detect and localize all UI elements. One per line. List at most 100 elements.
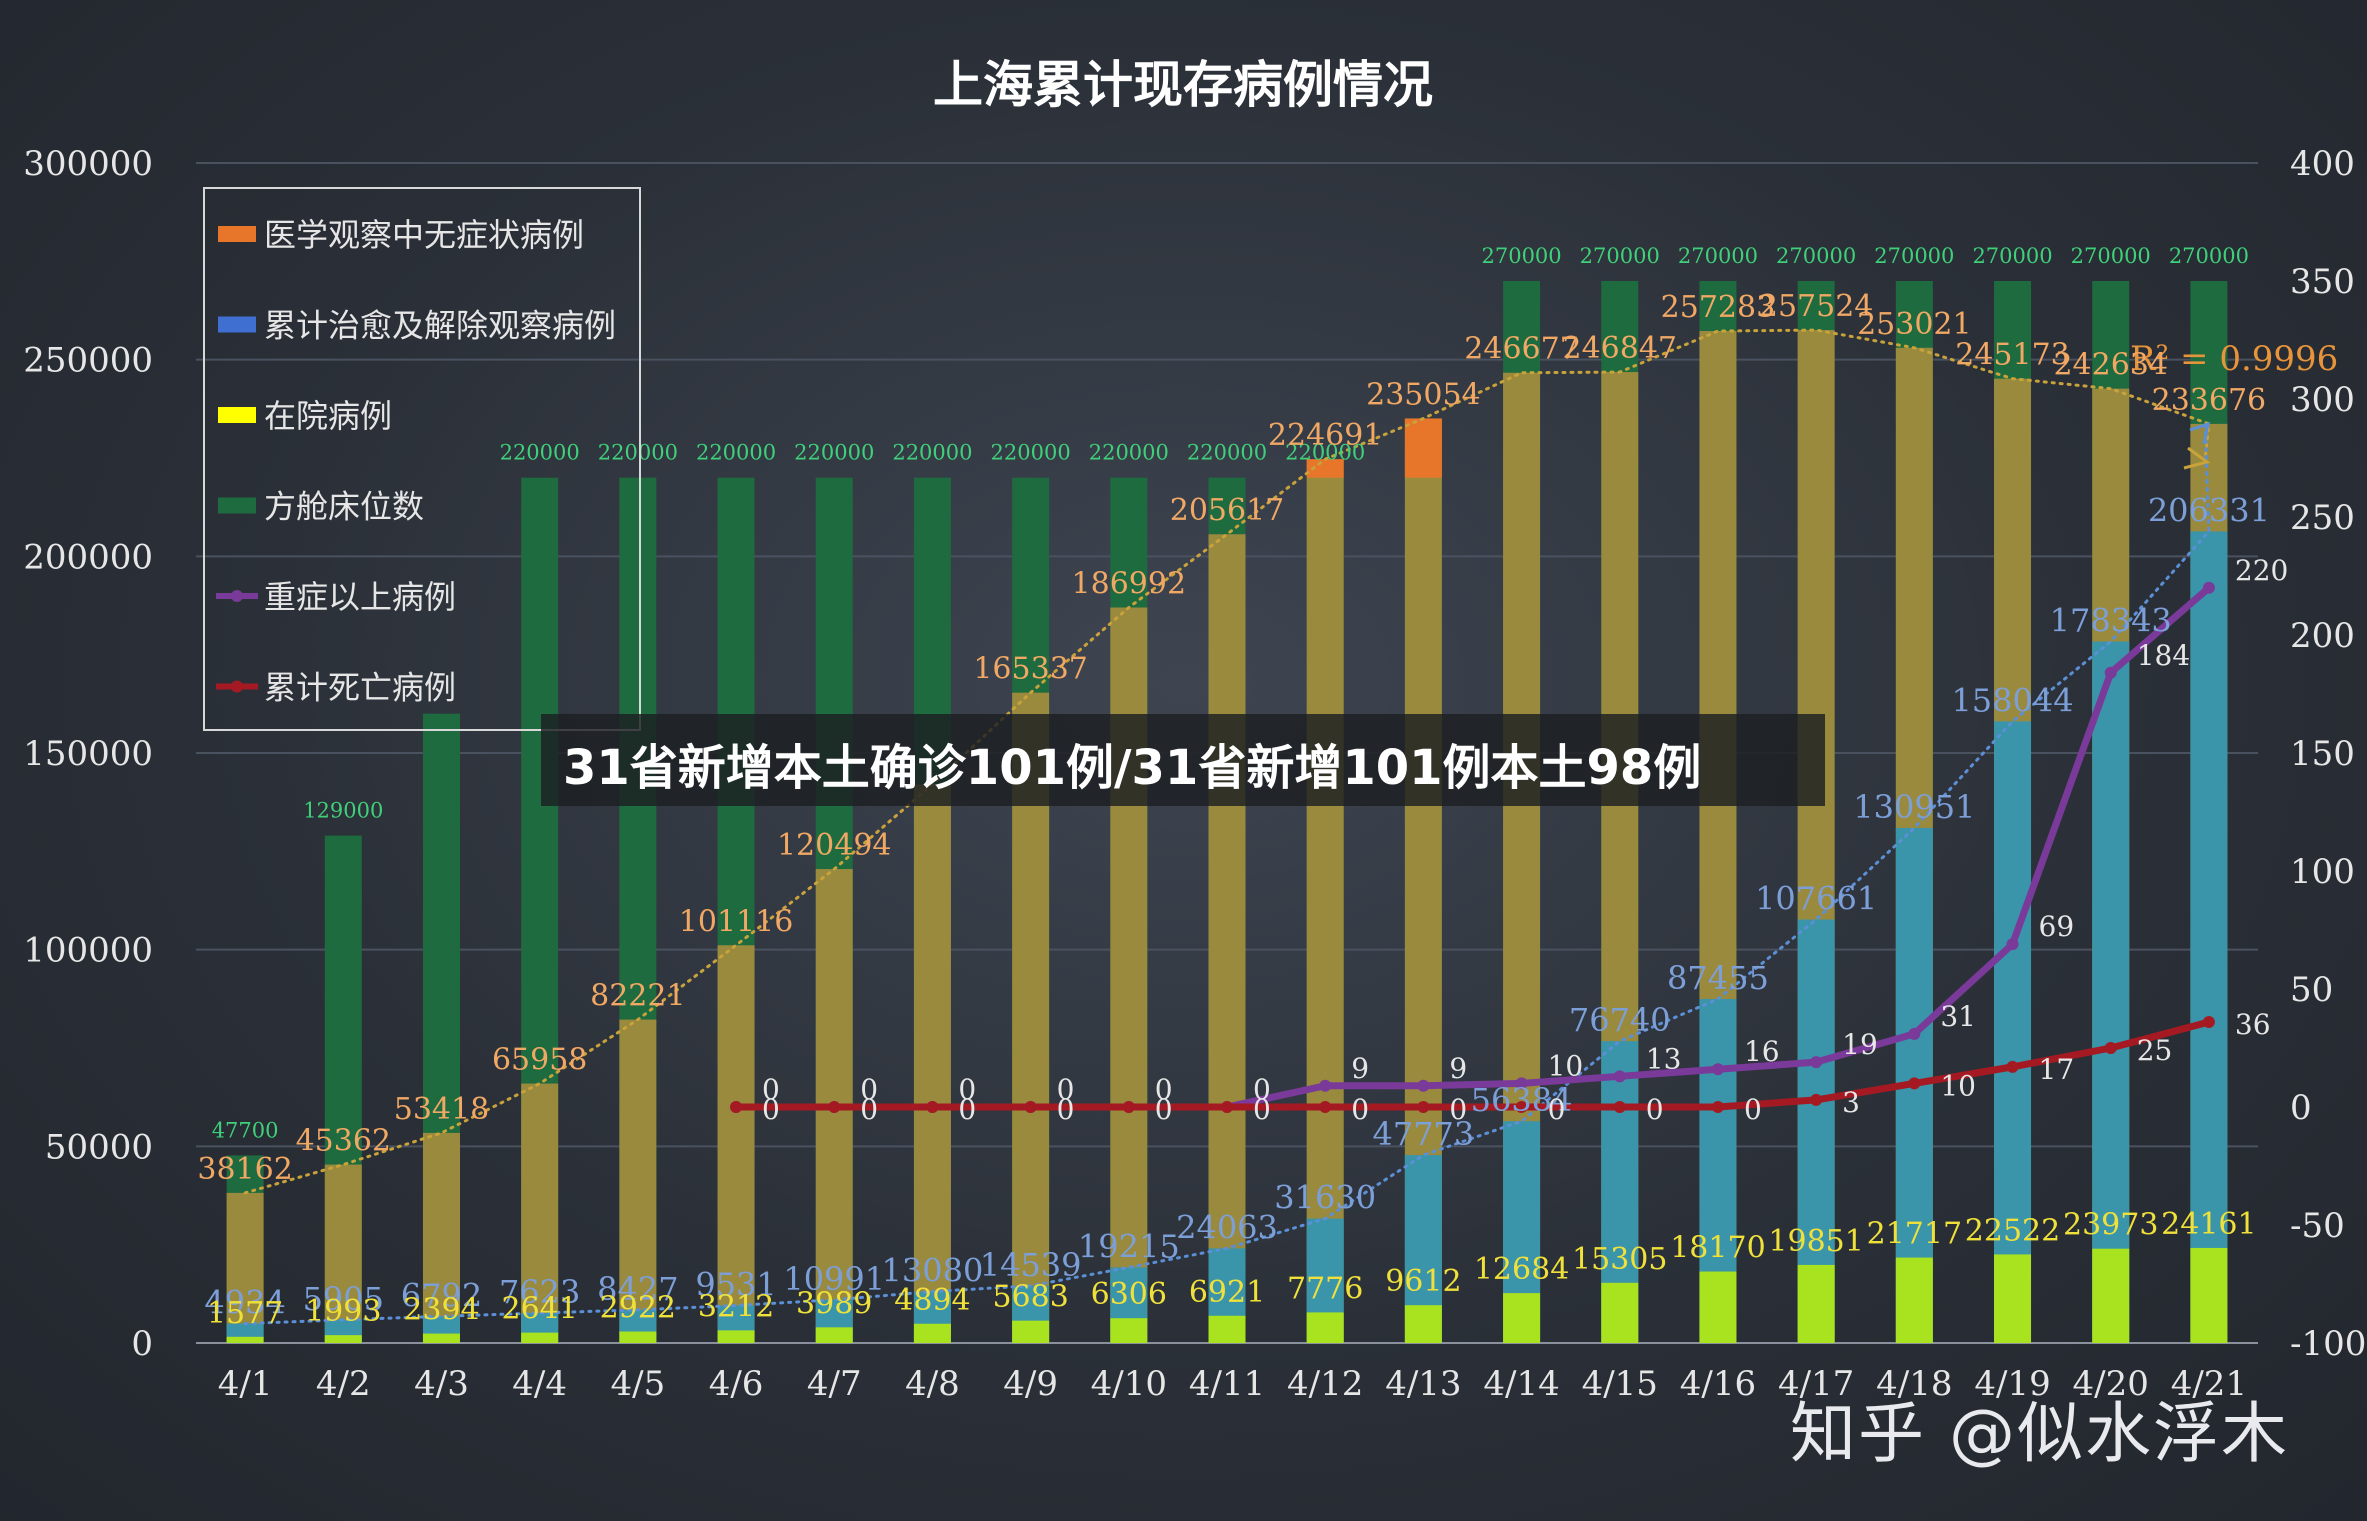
data-label-death: 0 (860, 1093, 878, 1126)
legend-label: 医学观察中无症状病例 (264, 216, 584, 254)
data-label-severe: 13 (1646, 1042, 1682, 1075)
data-label-asymptomatic: 235054 (1366, 377, 1481, 412)
y-right-tick-label: 50 (2290, 970, 2333, 1010)
data-label-in-hospital: 2641 (501, 1292, 577, 1327)
bar-in-hospital (619, 1331, 657, 1343)
line-severe-point (1810, 1056, 1823, 1069)
bar-cured (2190, 531, 2228, 1343)
y-right-tick-label: 300 (2290, 380, 2355, 420)
data-label-fangcang-beds: 220000 (794, 441, 874, 465)
data-label-in-hospital: 3212 (698, 1289, 774, 1324)
trend-arrowhead-asymptomatic (2183, 446, 2211, 470)
y-right-tick-label: 250 (2290, 498, 2355, 538)
data-label-in-hospital: 7776 (1287, 1271, 1363, 1306)
data-label-in-hospital: 24161 (2161, 1207, 2256, 1242)
legend-label: 重症以上病例 (264, 578, 456, 616)
legend-label: 累计死亡病例 (264, 669, 456, 707)
data-label-asymptomatic: 246677 (1464, 332, 1579, 367)
bar-asymptomatic (226, 1192, 264, 1343)
data-label-in-hospital: 23973 (2063, 1208, 2158, 1243)
trendline-cured (243, 423, 2211, 1326)
data-label-asymptomatic: 65958 (492, 1043, 587, 1078)
line-severe-path (736, 585, 2212, 1111)
bar-in-hospital (521, 1332, 559, 1343)
data-label-death: 0 (1351, 1093, 1369, 1126)
x-tick-label: 4/1 (218, 1364, 273, 1404)
bar-in-hospital (226, 1336, 264, 1343)
y-left-tick-label: 50000 (45, 1127, 153, 1167)
x-tick-label: 4/19 (1974, 1364, 2050, 1404)
data-label-in-hospital: 3989 (796, 1286, 872, 1321)
data-label-death: 0 (1253, 1093, 1271, 1126)
line-severe-point (2202, 581, 2215, 594)
y-right-tick-label: 350 (2290, 262, 2355, 302)
legend-label: 累计治愈及解除观察病例 (264, 307, 616, 345)
legend-swatch (218, 316, 256, 333)
data-label-severe: 31 (1940, 1000, 1976, 1033)
data-label-cured: 24063 (1176, 1208, 1278, 1246)
data-label-cured: 13080 (882, 1252, 984, 1290)
data-label-death: 3 (1842, 1086, 1860, 1119)
data-label-death: 17 (2039, 1053, 2075, 1086)
line-severe-point (2104, 666, 2117, 679)
data-label-in-hospital: 4894 (894, 1283, 970, 1318)
bars-in-hospital (226, 1247, 2228, 1343)
bar-cured (2092, 641, 2130, 1343)
data-label-death: 0 (1449, 1093, 1467, 1126)
data-label-in-hospital: 2922 (600, 1291, 676, 1326)
line-severe-point (1613, 1070, 1626, 1083)
line-severe (730, 581, 2215, 1113)
line-death-point (1515, 1101, 1528, 1113)
line-death-point (2006, 1060, 2019, 1073)
data-label-cured: 56384 (1471, 1081, 1573, 1119)
line-death-point (1711, 1101, 1724, 1113)
headline-banner: 31省新增本土确诊101例/31省新增101例本土98例 (541, 714, 1825, 806)
data-label-in-hospital: 22522 (1965, 1213, 2060, 1248)
line-severe-point (2006, 938, 2019, 951)
legend-swatch (218, 407, 256, 423)
x-tick-label: 4/17 (1778, 1364, 1854, 1404)
data-label-fangcang-beds: 129000 (303, 799, 383, 823)
y-left-tick-label: 0 (131, 1324, 153, 1364)
data-label-death: 36 (2235, 1008, 2271, 1041)
line-death-point (1221, 1101, 1233, 1113)
bar-in-hospital (815, 1327, 853, 1343)
line-severe-point (1319, 1079, 1332, 1092)
data-label-asymptomatic: 224691 (1268, 418, 1383, 453)
data-label-in-hospital: 5683 (992, 1280, 1068, 1315)
bar-asymptomatic (521, 1083, 559, 1343)
bar-in-hospital (1601, 1282, 1639, 1343)
y-left-tick-label: 100000 (23, 931, 153, 971)
x-tick-label: 4/3 (414, 1364, 469, 1404)
data-label-asymptomatic: 101116 (679, 904, 794, 939)
bar-in-hospital (1895, 1257, 1933, 1343)
y-left-tick-label: 150000 (23, 734, 153, 774)
data-label-in-hospital: 21717 (1867, 1217, 1962, 1252)
data-label-cured: 87455 (1667, 959, 1769, 997)
line-death-point (1810, 1093, 1823, 1106)
x-tick-label: 4/8 (905, 1364, 960, 1404)
legend-label: 在院病例 (264, 397, 392, 435)
legend-label: 方舱床位数 (264, 488, 424, 526)
data-label-severe: 19 (1842, 1028, 1878, 1061)
data-label-asymptomatic: 38162 (197, 1152, 292, 1187)
x-tick-label: 4/12 (1287, 1364, 1363, 1404)
x-tick-label: 4/15 (1582, 1364, 1658, 1404)
data-label-asymptomatic: 233676 (2152, 383, 2267, 418)
data-label-in-hospital: 1577 (207, 1296, 283, 1331)
data-label-severe: 9 (1449, 1052, 1467, 1085)
y-right-tick-label: 150 (2290, 734, 2355, 774)
data-label-asymptomatic: 205617 (1170, 493, 1285, 528)
data-label-cured: 5905 (303, 1280, 384, 1318)
line-death-point (926, 1101, 939, 1113)
x-tick-label: 4/4 (512, 1364, 567, 1404)
data-label-fangcang-beds: 220000 (1285, 441, 1365, 465)
bar-in-hospital (2092, 1248, 2130, 1343)
data-label-severe: 69 (2039, 910, 2075, 943)
bar-in-hospital (717, 1330, 755, 1343)
x-tick-label: 4/10 (1091, 1364, 1167, 1404)
y-right-tick-label: -50 (2290, 1206, 2345, 1246)
y-left-tick-label: 300000 (23, 144, 153, 184)
